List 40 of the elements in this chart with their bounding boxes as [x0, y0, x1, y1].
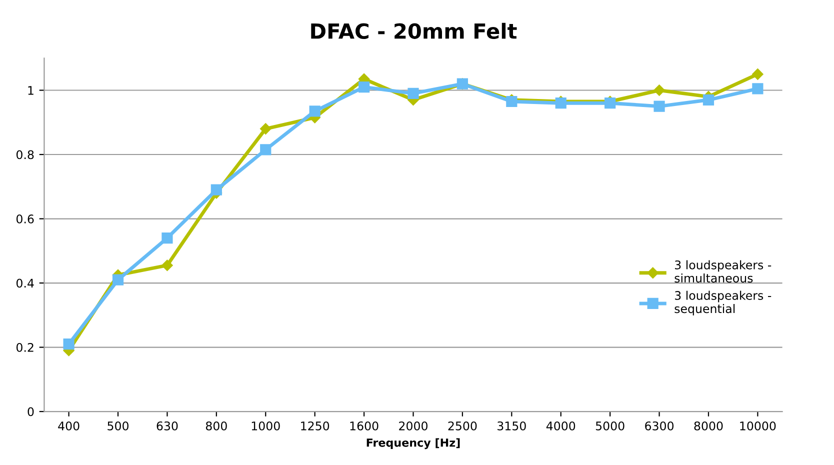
x-tick-label: 2500: [448, 421, 477, 430]
point: [358, 81, 370, 93]
point: [702, 94, 714, 106]
x-tick-label: 2000: [399, 421, 428, 430]
point: [112, 274, 124, 286]
point: [210, 184, 222, 196]
chart-title: DFAC - 20mm Felt: [311, 22, 517, 39]
x-tick-label: 10000: [740, 421, 776, 430]
x-tick-label: 6300: [645, 421, 674, 430]
x-tick-label: 800: [206, 421, 227, 430]
point: [63, 338, 74, 350]
point: [162, 232, 173, 244]
x-tick-label: 3150: [498, 421, 526, 430]
y-tick-label: 0.4: [16, 278, 34, 288]
point: [162, 260, 173, 271]
x-tick-label: 400: [58, 421, 80, 430]
y-tick-label: 0.8: [16, 150, 34, 160]
x-axis-title: Frequency [Hz]: [366, 438, 460, 450]
y-tick-label: 0.6: [16, 214, 34, 224]
x-tick-label: 630: [156, 421, 178, 430]
x-tick-label: 1250: [301, 421, 330, 430]
legend-label: 3 loudspeakers - simultaneous: [674, 260, 772, 283]
y-tick-label: 0: [28, 407, 34, 416]
point: [408, 88, 419, 100]
point: [309, 106, 320, 117]
point: [752, 83, 764, 94]
y-tick-label: 0.2: [16, 342, 34, 352]
x-tick-label: 8000: [694, 421, 723, 430]
point: [654, 84, 665, 96]
x-tick-label: 1600: [350, 421, 378, 430]
x-tick-label: 5000: [596, 421, 624, 430]
x-tick-label: 1000: [252, 421, 280, 430]
legend-label: 3 loudspeakers - sequential: [674, 290, 772, 316]
x-tick-label: 500: [108, 421, 128, 430]
point: [260, 144, 272, 156]
point: [752, 68, 764, 80]
x-tick-label: 4000: [546, 421, 576, 430]
y-tick-label: 1: [28, 86, 34, 95]
point: [260, 123, 272, 134]
point: [654, 100, 665, 112]
